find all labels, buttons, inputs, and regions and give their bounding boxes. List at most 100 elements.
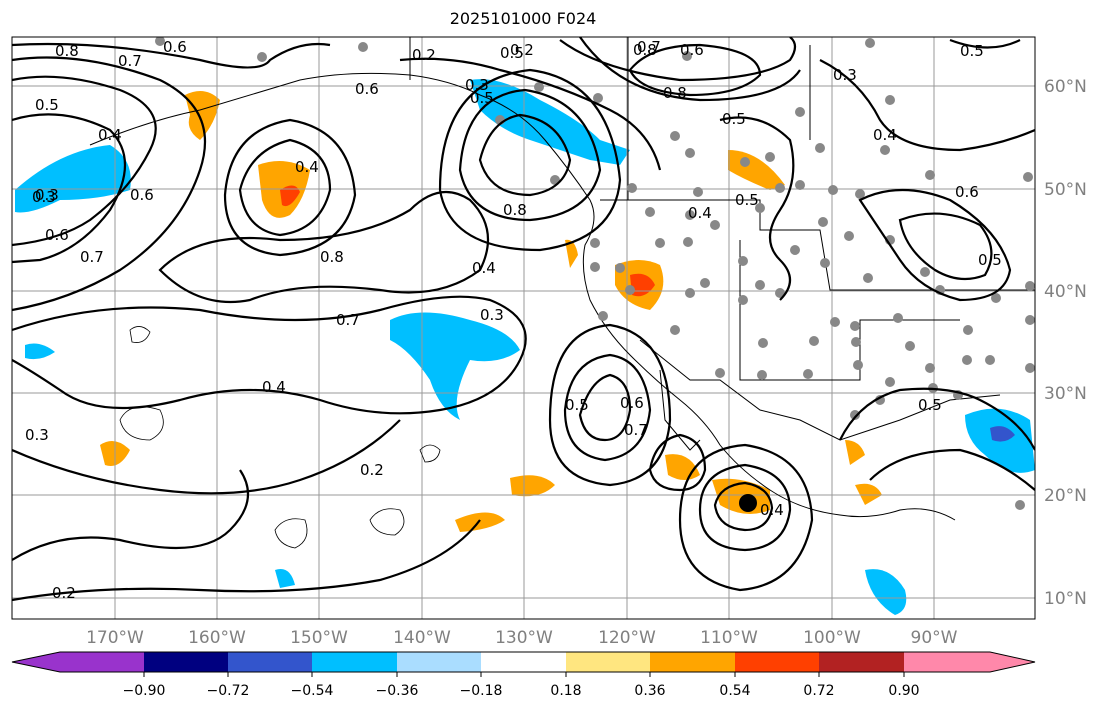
shade-orange-caribbean	[855, 483, 882, 505]
contour-label: 0.5	[470, 89, 494, 107]
contour-label: 0.8	[633, 41, 657, 59]
shade-orange-mid2	[455, 512, 505, 532]
contour-label: 0.6	[130, 186, 154, 204]
contour-label: 0.5	[735, 191, 759, 209]
colorbar-ticks	[143, 672, 905, 677]
contour-label: 0.2	[360, 461, 384, 479]
colorbar-segment	[904, 652, 1035, 672]
contour-label: 0.5	[918, 396, 942, 414]
colorbar-outline	[11, 651, 1036, 673]
colorbar-segment	[481, 652, 566, 672]
lat-label: 50°N	[1044, 180, 1087, 200]
colorbar-tick-label: −0.54	[291, 683, 334, 699]
map-frame	[11, 36, 1036, 620]
lon-label: 120°W	[598, 628, 656, 648]
contour-label: 0.5	[500, 44, 524, 62]
lat-label: 60°N	[1044, 77, 1087, 97]
map-title: 2025101000 F024	[449, 9, 597, 28]
colorbar-tick-label: −0.72	[207, 683, 250, 699]
contour-label: 0.6	[163, 38, 187, 56]
shade-blue-small2	[275, 569, 295, 588]
colorbar-segment	[397, 652, 481, 672]
shade-orange-bering	[185, 91, 220, 140]
colorbar-tick-label: −0.90	[123, 683, 166, 699]
contour-label: 0.4	[688, 204, 712, 222]
lon-label: 150°W	[290, 628, 348, 648]
contour-label: 0.2	[510, 41, 534, 59]
contour-label: 0.8	[55, 42, 79, 60]
contour-label: 0.3	[35, 186, 59, 204]
lon-label: 100°W	[803, 628, 861, 648]
coastlines	[89, 37, 1035, 521]
lon-label: 90°W	[911, 628, 958, 648]
colorbar-tick-label: 0.90	[888, 683, 919, 699]
contour-label: 0.3	[32, 188, 56, 206]
colorbar-segment	[12, 652, 144, 672]
lat-label: 30°N	[1044, 384, 1087, 404]
colorbar-segment	[650, 652, 735, 672]
lat-label: 20°N	[1044, 486, 1087, 506]
lat-label: 40°N	[1044, 282, 1087, 302]
contour-label: 0.7	[118, 52, 142, 70]
colorbar-tick-label: 0.18	[550, 683, 581, 699]
contour-label: 0.8	[503, 201, 527, 219]
contour-label: 0.4	[295, 158, 319, 176]
contour-label: 0.6	[955, 183, 979, 201]
colorbar-tick-label: 0.54	[719, 683, 750, 699]
colorbar-tick-label: 0.36	[634, 683, 665, 699]
shade-orange-gulf	[845, 440, 865, 465]
contour-label: 0.2	[412, 46, 436, 64]
contour-label: 0.3	[25, 426, 49, 444]
contour-lines	[12, 37, 1035, 602]
contour-label: 0.3	[465, 76, 489, 94]
contour-label: 0.5	[35, 96, 59, 114]
lon-label: 130°W	[495, 628, 553, 648]
lon-label: 110°W	[700, 628, 758, 648]
colorbar-segment	[312, 652, 397, 672]
colorbar: −0.90 −0.72 −0.54 −0.36 −0.18 0.18 0.36 …	[11, 651, 1036, 699]
contour-label: 0.8	[320, 248, 344, 266]
contour-label: 0.7	[336, 311, 360, 329]
lon-label: 170°W	[86, 628, 144, 648]
contour-label: 0.3	[833, 66, 857, 84]
contour-label: 0.6	[45, 226, 69, 244]
contour-label: 0.4	[760, 501, 784, 519]
shade-blue-south	[865, 569, 907, 615]
colorbar-segment	[566, 652, 650, 672]
contour-label: 0.6	[355, 80, 379, 98]
shade-purple-gulf-mex	[990, 426, 1015, 442]
thin-contours	[119, 326, 441, 549]
latitude-axis: 60°N 50°N 40°N 30°N 20°N 10°N	[1044, 77, 1087, 609]
contour-label: 0.6	[620, 394, 644, 412]
contour-label: 0.6	[680, 41, 704, 59]
shade-orange-mid	[510, 475, 555, 497]
contour-label: 0.7	[637, 38, 661, 56]
longitude-axis: 170°W 160°W 150°W 140°W 130°W 120°W 110°…	[86, 628, 958, 648]
lon-label: 160°W	[188, 628, 246, 648]
station-dots	[155, 37, 1035, 510]
colorbar-tick-label: −0.18	[460, 683, 503, 699]
lat-label: 10°N	[1044, 589, 1087, 609]
contour-label: 0.2	[52, 584, 76, 602]
colorbar-segment	[228, 652, 312, 672]
colorbar-segment	[735, 652, 819, 672]
colorbar-segment	[819, 652, 904, 672]
contour-value-labels: 0.8 0.7 0.6 0.5 0.4 0.3 0.2 0.6 0.8 0.4 …	[25, 38, 1002, 602]
lon-label: 140°W	[393, 628, 451, 648]
shade-blue-west	[15, 145, 131, 213]
colorbar-tick-label: −0.36	[376, 683, 419, 699]
contour-label: 0.5	[565, 396, 589, 414]
shade-blue-gulf-alaska	[470, 79, 630, 165]
contour-label: 0.5	[722, 110, 746, 128]
contour-label: 0.5	[960, 42, 984, 60]
shade-orange-ca	[565, 239, 578, 268]
shade-blue-small1	[25, 343, 55, 360]
contour-label: 0.8	[663, 84, 687, 102]
contour-label: 0.4	[472, 259, 496, 277]
contour-label: 0.4	[98, 126, 122, 144]
colorbar-segment	[144, 652, 228, 672]
grid-lines	[12, 37, 1035, 619]
shade-red-pac	[280, 185, 300, 207]
contour-label: 0.4	[262, 378, 286, 396]
